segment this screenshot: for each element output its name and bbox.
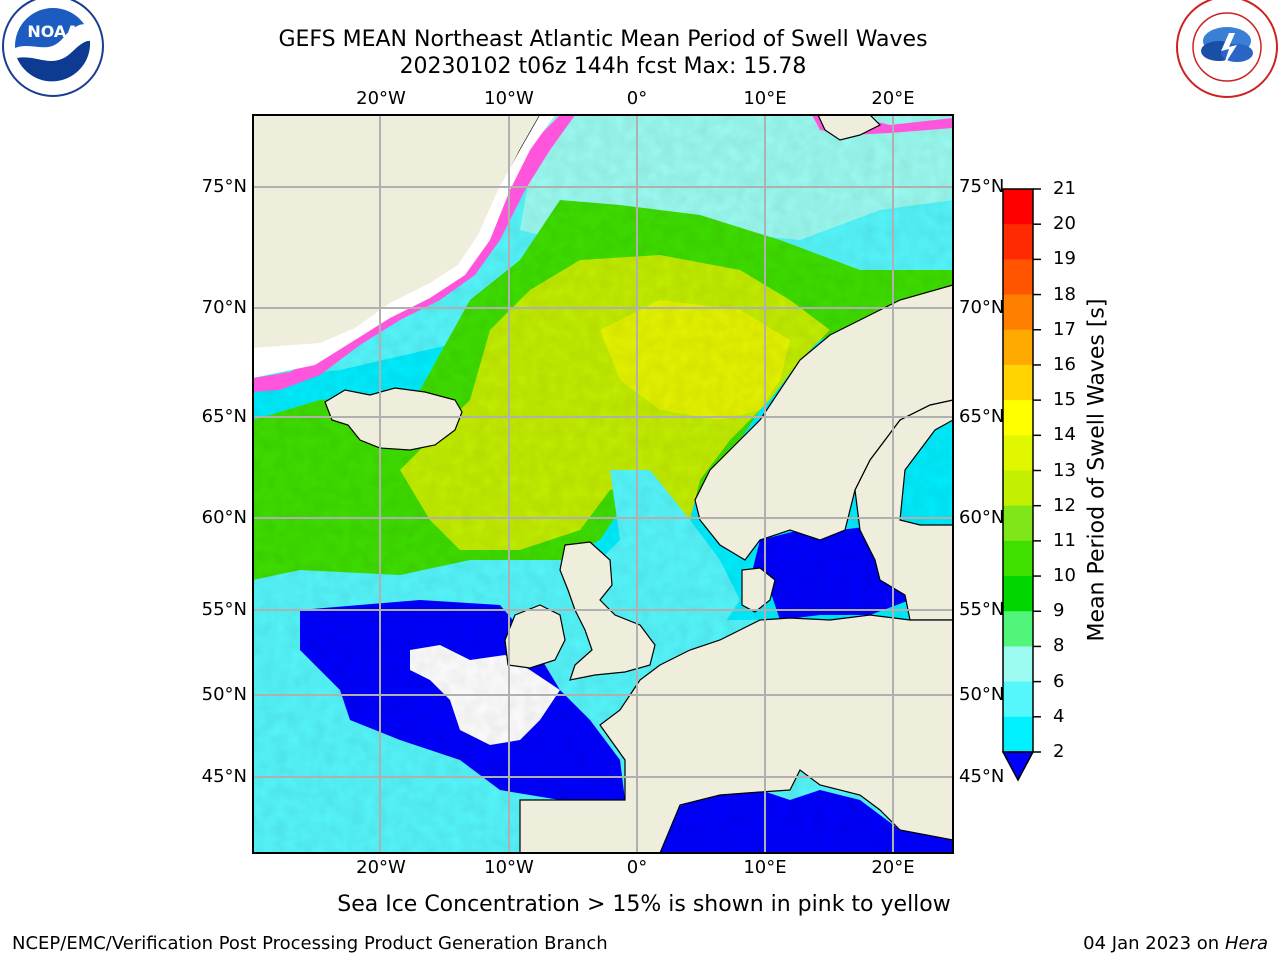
colorbar-segment [1003, 470, 1033, 507]
colorbar-label: Mean Period of Swell Waves [s] [1084, 298, 1110, 642]
lat-label-right: 55°N [959, 599, 1005, 620]
colorbar-segment [1003, 646, 1033, 683]
colorbar-segment [1003, 576, 1033, 612]
lat-label-right: 45°N [959, 766, 1005, 787]
lon-label-bottom: 0° [626, 857, 648, 878]
lon-label-top: 10°E [743, 88, 787, 109]
footer-credit: NCEP/EMC/Verification Post Processing Pr… [12, 933, 608, 954]
colorbar-tick-label: 6 [1053, 670, 1065, 692]
lat-label-left: 60°N [201, 507, 247, 528]
iceland-land [324, 387, 463, 451]
map-frame [252, 114, 954, 854]
map-area [253, 115, 953, 853]
lon-label-top: 20°W [356, 88, 406, 109]
lon-label-bottom: 20°E [871, 857, 915, 878]
ice-edge-nodata [253, 115, 555, 378]
lon-label-bottom: 10°E [743, 857, 787, 878]
colorbar-segment [1003, 681, 1033, 718]
lat-label-left: 50°N [201, 684, 247, 705]
lon-label-top: 10°W [484, 88, 534, 109]
lat-label-left: 70°N [201, 297, 247, 318]
colorbar-segment [1003, 259, 1033, 296]
colorbar-tick-label: 19 [1053, 248, 1076, 270]
colorbar-extend-arrow [1001, 751, 1035, 782]
colorbar-tick-label: 9 [1053, 600, 1065, 622]
colorbar-tick-label: 17 [1053, 318, 1076, 340]
denmark-land [741, 567, 776, 613]
colorbar-tick-label: 18 [1053, 283, 1076, 305]
colorbar-segment [1003, 329, 1033, 366]
colorbar-tick-label: 14 [1053, 424, 1076, 446]
lat-label-left: 55°N [201, 599, 247, 620]
caption: Sea Ice Concentration > 15% is shown in … [0, 892, 1280, 917]
colorbar-tick-label: 11 [1053, 529, 1076, 551]
noaa-logo: NOAA [2, 0, 104, 97]
nws-logo [1176, 0, 1278, 98]
caption-text: Sea Ice Concentration > 15% is shown in … [337, 892, 951, 917]
chart-title: GEFS MEAN Northeast Atlantic Mean Period… [278, 27, 928, 52]
norway-land [694, 284, 953, 561]
colorbar-tick-label: 13 [1053, 459, 1076, 481]
footer-host: Hera [1224, 933, 1268, 954]
lon-label-top: 20°E [871, 88, 915, 109]
colorbar-segment [1003, 435, 1033, 471]
graticule [253, 115, 953, 853]
colorbar-segment [1003, 611, 1033, 647]
sea-ice-greenland [253, 115, 575, 392]
colorbar-segment [1003, 364, 1033, 401]
colorbar-segment [1003, 224, 1033, 260]
lat-label-right: 70°N [959, 297, 1005, 318]
colorbar-segment [1003, 189, 1033, 225]
colorbar-tick-label: 15 [1053, 389, 1076, 411]
lat-label-left: 75°N [201, 176, 247, 197]
noaa-logo-text: NOAA [27, 22, 79, 41]
footer-date: 04 Jan 2023 on Hera [1083, 933, 1268, 954]
lon-label-bottom: 20°W [356, 857, 406, 878]
colorbar [1001, 188, 1041, 782]
colorbar-tick-label: 12 [1053, 494, 1076, 516]
lat-label-left: 65°N [201, 406, 247, 427]
lat-label-left: 45°N [201, 766, 247, 787]
chart-subtitle: 20230102 t06z 144h fcst Max: 15.78 [399, 54, 807, 79]
lat-label-right: 65°N [959, 406, 1005, 427]
colorbar-tick-label: 8 [1053, 635, 1065, 657]
colorbar-tick-label: 4 [1053, 705, 1065, 727]
colorbar-segment [1003, 505, 1033, 542]
lat-label-right: 75°N [959, 176, 1005, 197]
lat-label-right: 60°N [959, 507, 1005, 528]
lon-label-bottom: 10°W [484, 857, 534, 878]
colorbar-tick-label: 20 [1053, 213, 1076, 235]
colorbar-tick-label: 21 [1053, 178, 1076, 199]
ireland-land [504, 604, 566, 669]
colorbar-tick-label: 16 [1053, 353, 1076, 375]
colorbar-segment [1003, 540, 1033, 577]
colorbar-tick-label: 2 [1053, 741, 1065, 762]
lon-label-top: 0° [626, 88, 648, 109]
footer-date-text: 04 Jan 2023 on [1083, 933, 1220, 954]
lat-label-right: 50°N [959, 684, 1005, 705]
colorbar-segment [1003, 400, 1033, 436]
colorbar-segment [1003, 716, 1033, 753]
colorbar-tick-label: 10 [1053, 565, 1076, 587]
colorbar-segment [1003, 294, 1033, 331]
svalbard-land [817, 115, 882, 141]
